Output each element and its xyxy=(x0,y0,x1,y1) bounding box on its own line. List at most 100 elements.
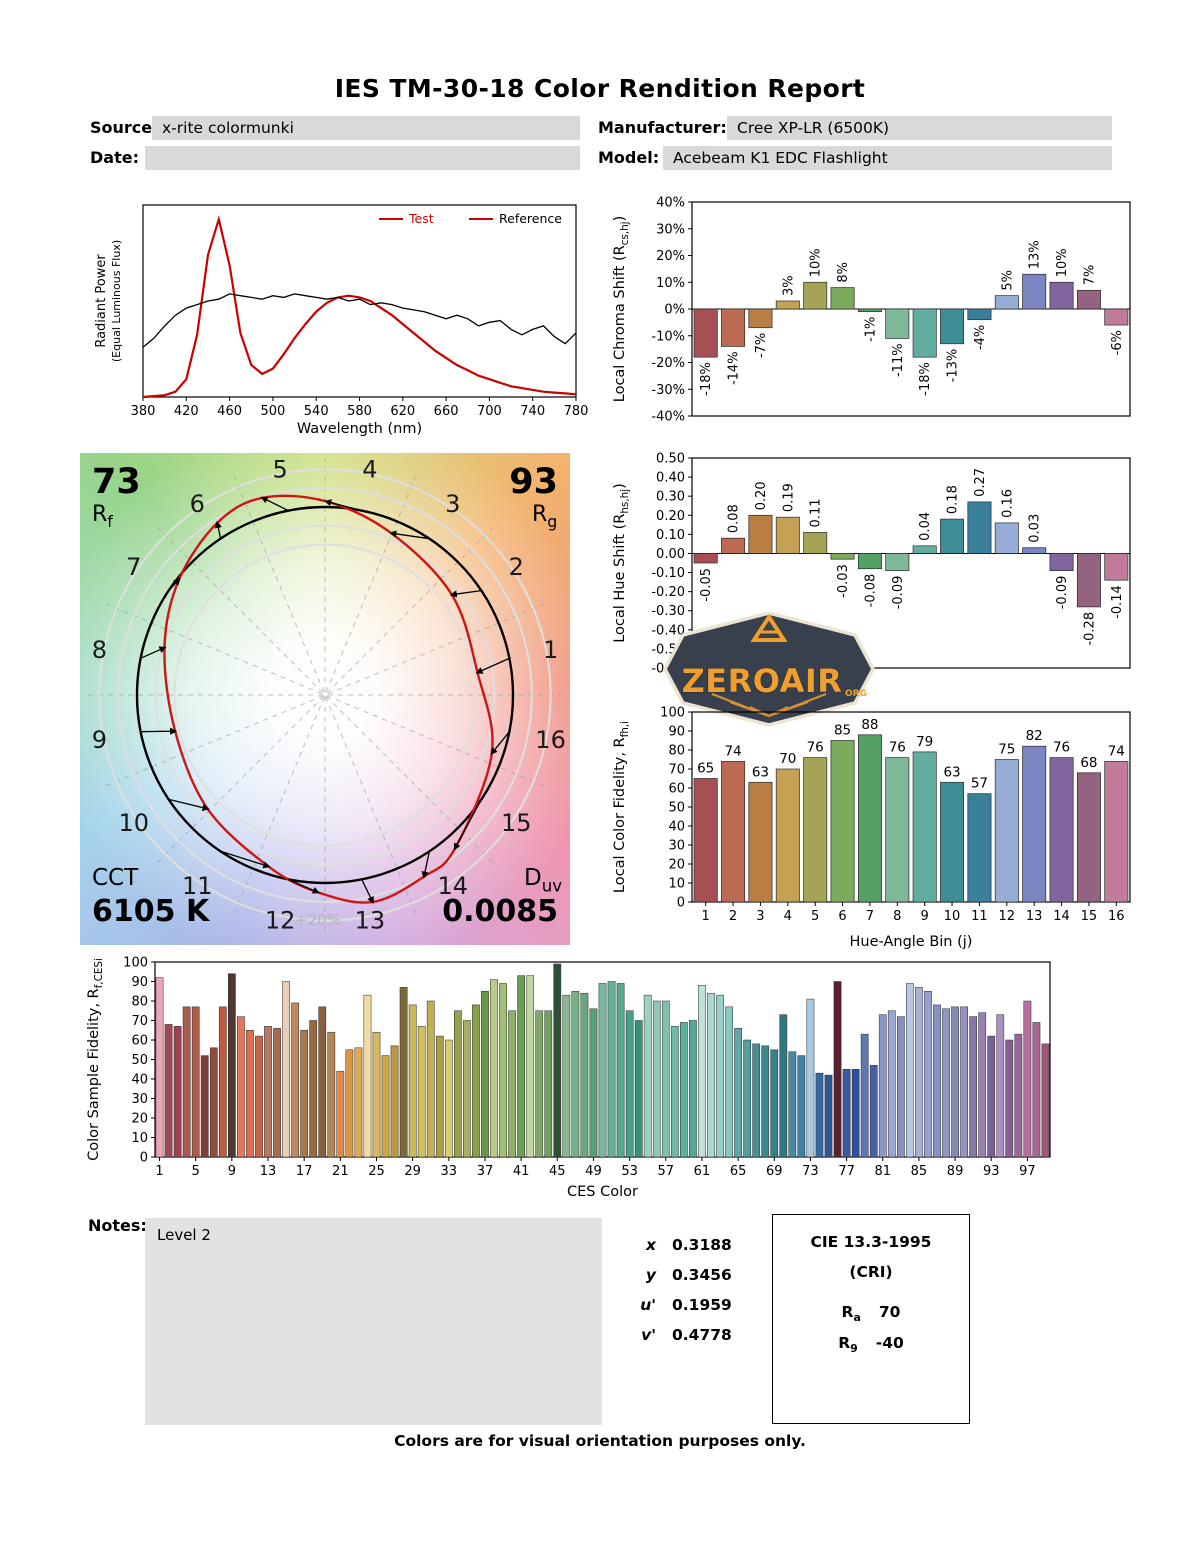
bar-ces-59 xyxy=(680,1022,688,1158)
x-tick-label: 49 xyxy=(585,1164,602,1179)
y-value: 0.3456 xyxy=(672,1266,732,1284)
x-tick-label: 85 xyxy=(911,1164,928,1179)
y-tick-label: 30% xyxy=(656,222,685,237)
cri-ra-row: Ra 70 xyxy=(773,1303,969,1324)
bar-value-label: 85 xyxy=(834,723,851,739)
bar-ces-46 xyxy=(562,994,571,1158)
bar-chroma_shift-6 xyxy=(830,287,855,310)
bar-ces-54 xyxy=(634,1020,643,1158)
legend-label: Test xyxy=(408,211,434,226)
ra-value: 70 xyxy=(878,1303,901,1321)
hue-bin-divider xyxy=(233,476,417,914)
bar-chroma_shift-3 xyxy=(748,308,773,329)
x-tick-label: 1 xyxy=(155,1164,163,1179)
bar-value-label: 74 xyxy=(1108,743,1125,759)
hue-bin-number: 13 xyxy=(355,907,386,935)
bar-ces-74 xyxy=(815,1072,824,1158)
bar-hue_shift-11 xyxy=(967,501,992,554)
bar-hue_shift-10 xyxy=(940,518,965,554)
x-tick-label: 3 xyxy=(756,909,764,924)
bar-ces-45 xyxy=(553,963,562,1158)
x-tick-label: 420 xyxy=(174,404,199,419)
x-tick-label: 13 xyxy=(1026,909,1043,924)
y-tick-label: 0 xyxy=(140,1151,148,1166)
y-tick-label: 100 xyxy=(123,956,148,971)
axis-label: Duv xyxy=(524,865,562,895)
shift-arrow xyxy=(421,851,431,879)
ra-symbol: R xyxy=(841,1303,854,1321)
hue-bin-number: 7 xyxy=(126,553,141,581)
y-tick-label: 0.40 xyxy=(656,471,685,486)
bar-local_fidelity-4 xyxy=(775,768,800,903)
bar-value-label: -13% xyxy=(946,349,961,383)
plus20-ring-label: +20% xyxy=(295,911,341,929)
shift-arrow xyxy=(389,530,430,540)
x-tick-label: 4 xyxy=(784,909,792,924)
x-tick-label: 12 xyxy=(999,909,1016,924)
y-tick-label: 0.00 xyxy=(656,547,685,562)
y-tick-label: 20 xyxy=(668,858,685,873)
bar-ces-49 xyxy=(589,1008,598,1158)
y-tick-label: 50 xyxy=(668,801,685,816)
source-value-box: x-rite colormunki xyxy=(152,116,580,140)
bar-value-label: 65 xyxy=(697,761,714,777)
bar-ces-71 xyxy=(788,1051,797,1158)
hue-bin-number: 1 xyxy=(543,636,558,664)
bar-value-label: -18% xyxy=(699,362,714,396)
bar-value-label: -18% xyxy=(918,362,933,396)
notes-label: Notes: xyxy=(88,1216,147,1235)
x-tick-label: 7 xyxy=(866,909,874,924)
y-tick-label: -0.40 xyxy=(651,623,685,638)
x-tick-label: 33 xyxy=(441,1164,458,1179)
bar-chroma_shift-7 xyxy=(857,308,882,313)
y-tick-label: 20% xyxy=(656,249,685,264)
bar-value-label: 74 xyxy=(724,743,741,759)
bar-value-label: -0.09 xyxy=(891,576,906,610)
shift-arrow xyxy=(168,798,210,812)
bar-chroma_shift-10 xyxy=(940,308,965,345)
y-tick-label: 30 xyxy=(131,1092,148,1107)
hue-bin-divider xyxy=(157,527,493,863)
x-tick-label: 580 xyxy=(347,404,372,419)
model-value-box: Acebeam K1 EDC Flashlight xyxy=(663,146,1112,170)
bar-ces-87 xyxy=(933,1004,941,1158)
bar-ces-9 xyxy=(227,973,236,1158)
bar-value-label: -0.09 xyxy=(1055,576,1070,610)
x-label: x xyxy=(646,1236,656,1254)
bar-chroma_shift-14 xyxy=(1049,281,1074,310)
bar-ces-58 xyxy=(670,1026,679,1158)
vprime-value: 0.4778 xyxy=(672,1326,732,1344)
chroma-ring xyxy=(98,468,552,922)
x-tick-label: 25 xyxy=(368,1164,385,1179)
watermark-emblem-icon xyxy=(750,613,788,642)
bar-ces-24 xyxy=(363,994,372,1158)
bar-hue_shift-1 xyxy=(693,553,718,564)
bar-ces-72 xyxy=(797,1055,806,1158)
chromaticity-uprime-row: u' 0.1959 xyxy=(630,1296,780,1314)
shift-arrow xyxy=(449,589,482,598)
bar-ces-11 xyxy=(246,1030,254,1158)
bar-ces-26 xyxy=(381,1055,390,1158)
date-label: Date: xyxy=(90,148,139,167)
bar-hue_shift-8 xyxy=(885,553,910,571)
bar-chroma_shift-4 xyxy=(775,300,800,310)
bar-chroma_shift-9 xyxy=(912,308,937,358)
bar-value-label: 0.08 xyxy=(727,504,742,533)
bar-ces-57 xyxy=(661,1000,670,1158)
notes-box: Level 2 xyxy=(145,1218,602,1425)
hue-bin-number: 2 xyxy=(509,553,524,581)
bar-value-label: 76 xyxy=(807,740,824,756)
footer-note: Colors are for visual orientation purpos… xyxy=(394,1432,806,1450)
bar-chroma_shift-1 xyxy=(693,308,718,358)
bar-ces-12 xyxy=(255,1035,263,1158)
chroma-ring xyxy=(154,524,496,866)
x-tick-label: 41 xyxy=(513,1164,530,1179)
bar-ces-10 xyxy=(237,1016,245,1158)
bar-ces-81 xyxy=(878,1014,887,1158)
bar-ces-19 xyxy=(318,1006,327,1158)
plot-border xyxy=(691,457,1131,669)
r9-subscript: 9 xyxy=(850,1342,858,1356)
y-tick-label: -30% xyxy=(651,383,685,398)
bar-ces-27 xyxy=(390,1045,399,1158)
shift-arrow xyxy=(214,520,222,539)
